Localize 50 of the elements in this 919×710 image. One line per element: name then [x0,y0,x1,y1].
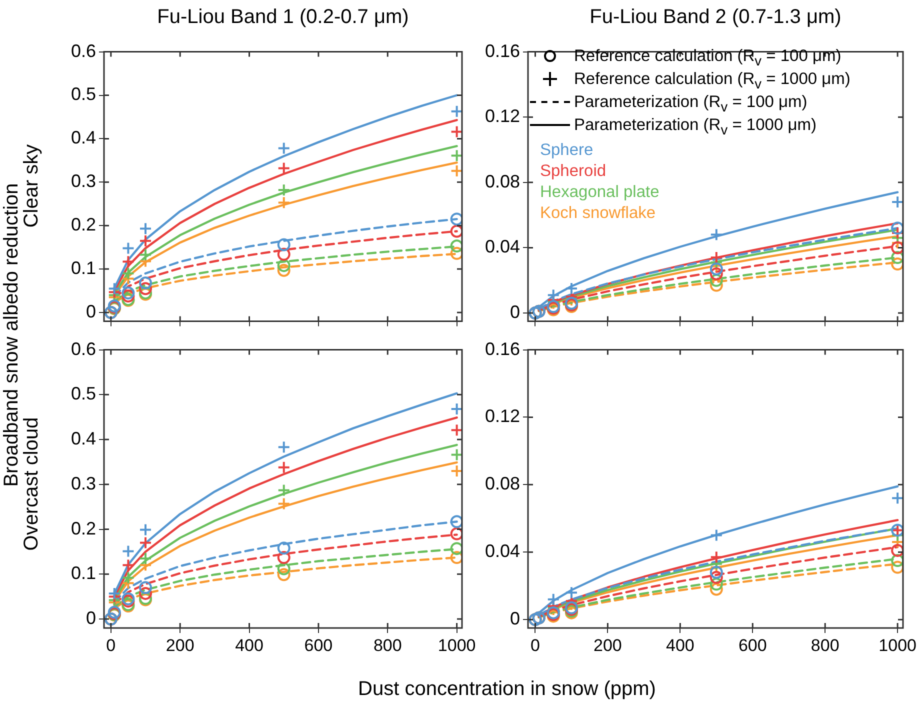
annotation: Parameterization (R$_{v}$ = 100 μm) [574,92,808,116]
y-tick-label: 0.04 [484,541,520,562]
chart-title: Fu-Liou Band 1 (0.2-0.7 μm) [156,6,410,29]
y-tick-label: 0.5 [70,384,96,404]
y-tick-label: 0.12 [484,106,520,126]
annotation: Hexagonal plate [540,182,660,202]
y-tick-label: 0.6 [70,40,96,61]
y-tick-label: 0.2 [70,518,96,538]
y-tick-label: 0.4 [70,428,96,449]
y-tick-label: 0.6 [70,338,96,359]
y-tick-label: 0.12 [484,406,520,426]
x-tick-label: 400 [666,636,694,655]
y-tick-label: 0 [510,302,520,322]
text: Broadband snow albedo reduction [0,183,23,487]
y-tick-label: 0.16 [484,338,520,359]
x-tick-label: 400 [235,636,264,655]
chart-title: Fu-Liou Band 2 (0.7-1.3 μm) [588,6,842,29]
x-tick-label: 0 [106,636,116,655]
y-tick-label: 0.16 [484,40,520,61]
y-tick-label: 0 [510,608,520,629]
annotation: Reference calculation (R$_{v}$ = 1000 μm) [574,69,850,94]
annotation: Spheroid [540,161,606,181]
x-tick-label: 600 [738,636,767,655]
y-tick-label: 0.08 [484,474,520,494]
x-tick-label: 800 [373,636,402,655]
y-tick-label: 0.2 [70,214,96,235]
annotation: Reference calculation (R$_{v}$ = 100 μm) [574,46,842,70]
y-tick-label: 0.1 [70,258,96,278]
y-tick-label: 0.3 [70,473,96,494]
x-tick-label: 1000 [878,636,916,655]
x-tick-label: 800 [810,636,840,655]
annotation: Koch snowflake [540,203,656,223]
x-tick-label: 0 [530,636,540,655]
x-axis-title: Dust concentration in snow (ppm) [357,678,657,701]
y-tick-label: 0.5 [70,84,96,104]
y-tick-label: 0 [86,301,96,322]
x-tick-label: 600 [304,636,333,655]
y-tick-label: 0.4 [70,128,96,148]
y-tick-label: 0.1 [70,563,96,584]
y-tick-label: 0.08 [484,171,520,192]
x-tick-label: 200 [594,636,622,655]
annotation: Parameterization (R$_{v}$ = 1000 μm) [574,115,816,140]
x-tick-label: 1000 [438,636,476,655]
y-tick-label: 0 [86,608,96,628]
y-tick-label: 0.3 [70,171,96,192]
y-axis-title: Overcast cloud [20,417,44,551]
x-tick-label: 200 [166,636,194,655]
y-tick-label: 0.04 [484,236,520,257]
y-axis-title: Clear sky [20,144,44,228]
annotation: Sphere [540,140,594,160]
